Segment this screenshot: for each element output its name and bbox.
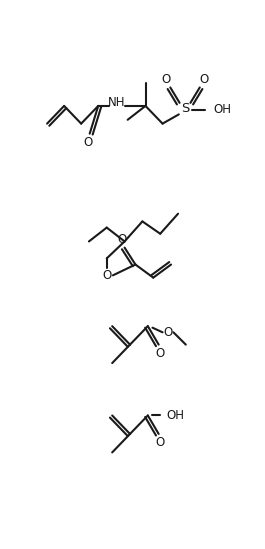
- Text: O: O: [102, 269, 111, 282]
- Text: O: O: [162, 73, 171, 86]
- Text: OH: OH: [166, 409, 184, 422]
- Text: O: O: [118, 233, 127, 247]
- Text: O: O: [83, 136, 93, 149]
- Text: O: O: [163, 326, 173, 339]
- Text: OH: OH: [213, 103, 231, 116]
- Text: O: O: [156, 346, 165, 360]
- Text: NH: NH: [108, 96, 126, 109]
- Text: S: S: [181, 102, 189, 115]
- Text: O: O: [156, 436, 165, 449]
- Text: O: O: [199, 73, 208, 86]
